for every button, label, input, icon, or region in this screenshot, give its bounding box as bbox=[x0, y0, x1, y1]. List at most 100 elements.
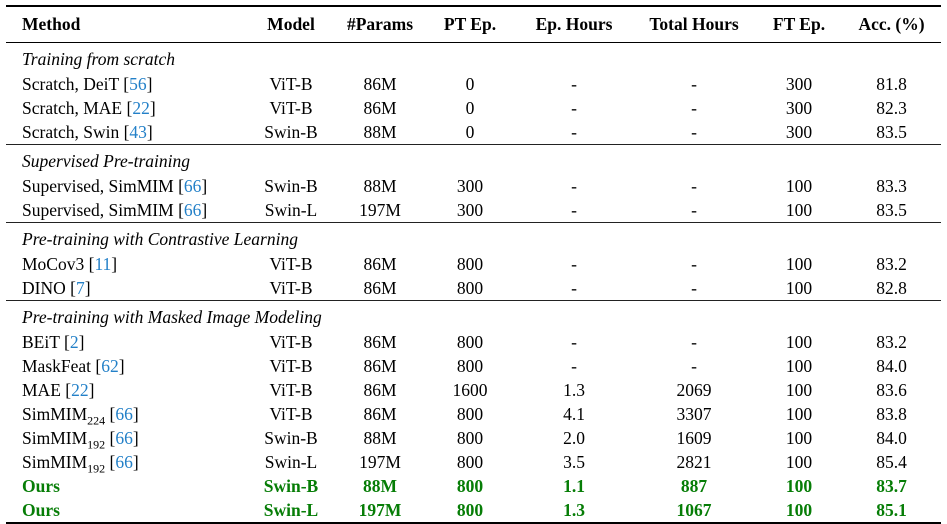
params-cell: 86M bbox=[363, 73, 397, 94]
citation-bracket-close: ] bbox=[132, 403, 139, 424]
ft-ep-cell: 100 bbox=[785, 175, 813, 196]
section-header-row: Pre-training with Contrastive Learning bbox=[6, 222, 941, 252]
acc-cell: 85.1 bbox=[876, 499, 907, 520]
citation-bracket-open: [ bbox=[123, 121, 130, 142]
citation-link[interactable]: [66] bbox=[178, 176, 207, 196]
citation-bracket-close: ] bbox=[132, 427, 139, 448]
column-header-ft_ep: FT Ep. bbox=[756, 6, 842, 43]
citation-number[interactable]: 66 bbox=[183, 199, 202, 220]
acc-cell: 81.8 bbox=[876, 73, 907, 94]
citation-link[interactable]: [66] bbox=[110, 452, 139, 472]
method-name: Ours bbox=[22, 475, 60, 496]
table-row: MAE [22] ViT-B 86M 1600 1.3 2069 100 83.6 bbox=[6, 378, 941, 402]
citation-link[interactable]: [22] bbox=[65, 380, 94, 400]
ep-hours-cell: - bbox=[571, 277, 577, 298]
model-cell: Swin-B bbox=[263, 475, 319, 496]
method-cell: Ours bbox=[6, 498, 246, 523]
table-row: Scratch, DeiT [56] ViT-B 86M 0 - - 300 81.8 bbox=[6, 72, 941, 96]
section-header-row: Training from scratch bbox=[6, 43, 941, 73]
ft-ep-cell: 100 bbox=[785, 451, 813, 472]
citation-link[interactable]: [43] bbox=[124, 122, 153, 142]
method-name: MoCov3 bbox=[22, 253, 85, 274]
column-header-total_hours: Total Hours bbox=[632, 6, 756, 43]
model-cell: ViT-B bbox=[269, 277, 313, 298]
acc-cell: 82.8 bbox=[876, 277, 907, 298]
ep-hours-cell: 1.3 bbox=[563, 379, 585, 400]
citation-number[interactable]: 11 bbox=[94, 253, 112, 274]
table-row: Ours Swin-L 197M 800 1.3 1067 100 85.1 bbox=[6, 498, 941, 523]
table-header: Method Model #Params PT Ep. Ep. Hours Total H… bbox=[6, 6, 941, 43]
method-subscript: 192 bbox=[87, 437, 106, 451]
pt-ep-cell: 1600 bbox=[452, 379, 488, 400]
method-cell: BEiT [2] bbox=[6, 330, 246, 354]
total-hours-cell: - bbox=[691, 175, 697, 196]
table-row: MaskFeat [62] ViT-B 86M 800 - - 100 84.0 bbox=[6, 354, 941, 378]
citation-link[interactable]: [66] bbox=[178, 200, 207, 220]
model-cell: Swin-L bbox=[263, 499, 319, 520]
citation-bracket-close: ] bbox=[88, 379, 95, 400]
section-title: Pre-training with Contrastive Learning bbox=[6, 222, 941, 252]
params-cell: 86M bbox=[363, 277, 397, 298]
total-hours-cell: 887 bbox=[680, 475, 708, 496]
citation-bracket-open: [ bbox=[178, 199, 184, 220]
total-hours-cell: - bbox=[691, 331, 697, 352]
model-cell: Swin-L bbox=[264, 199, 318, 220]
params-cell: 88M bbox=[363, 427, 397, 448]
method-name: Scratch, DeiT bbox=[22, 73, 119, 94]
citation-number[interactable]: 66 bbox=[115, 403, 133, 424]
citation-link[interactable]: [2] bbox=[64, 332, 84, 352]
method-name: Supervised, SimMIM bbox=[22, 199, 174, 220]
citation-link[interactable]: [66] bbox=[110, 428, 139, 448]
pt-ep-cell: 0 bbox=[465, 73, 475, 94]
citation-number[interactable]: 2 bbox=[69, 331, 79, 352]
params-cell: 88M bbox=[363, 175, 397, 196]
acc-cell: 83.3 bbox=[876, 175, 907, 196]
citation-link[interactable]: [11] bbox=[89, 254, 118, 274]
table-row: MoCov3 [11] ViT-B 86M 800 - - 100 83.2 bbox=[6, 252, 941, 276]
citation-number[interactable]: 56 bbox=[129, 73, 147, 94]
citation-number[interactable]: 62 bbox=[101, 355, 119, 376]
column-header-ep_hours: Ep. Hours bbox=[516, 6, 632, 43]
citation-link[interactable]: [66] bbox=[110, 404, 139, 424]
acc-cell: 83.6 bbox=[876, 379, 907, 400]
method-name: SimMIM bbox=[22, 403, 88, 424]
citation-link[interactable]: [7] bbox=[70, 278, 90, 298]
method-cell: MAE [22] bbox=[6, 378, 246, 402]
citation-number[interactable]: 22 bbox=[71, 379, 89, 400]
pt-ep-cell: 300 bbox=[456, 175, 484, 196]
citation-number[interactable]: 43 bbox=[129, 121, 147, 142]
citation-bracket-close: ] bbox=[146, 121, 153, 142]
ep-hours-cell: - bbox=[571, 73, 577, 94]
method-name: Scratch, MAE bbox=[22, 97, 123, 118]
method-name: SimMIM bbox=[22, 427, 88, 448]
section-title: Training from scratch bbox=[22, 49, 175, 69]
ep-hours-cell: - bbox=[571, 97, 577, 118]
table-row: Ours Swin-B 88M 800 1.1 887 100 83.7 bbox=[6, 474, 941, 498]
table-row: SimMIM224 [66] ViT-B 86M 800 4.1 3307 100 83.8 bbox=[6, 402, 941, 427]
ep-hours-cell: - bbox=[571, 175, 577, 196]
section-header-row: Pre-training with Masked Image Modeling bbox=[6, 300, 941, 330]
citation-bracket-open: [ bbox=[109, 451, 116, 472]
total-hours-cell: - bbox=[691, 97, 697, 118]
citation-number[interactable]: 66 bbox=[115, 427, 133, 448]
table-row: SimMIM192 [66] Swin-L 197M 800 3.5 2821 100 85.… bbox=[6, 450, 941, 475]
citation-number[interactable]: 66 bbox=[183, 175, 202, 196]
method-name: MaskFeat bbox=[22, 355, 92, 376]
section-title: Supervised Pre-training bbox=[6, 144, 941, 174]
model-cell: ViT-B bbox=[269, 253, 313, 274]
citation-number[interactable]: 7 bbox=[75, 277, 85, 298]
method-cell: Supervised, SimMIM [66] bbox=[6, 174, 246, 198]
section-title: Pre-training with Masked Image Modeling bbox=[6, 300, 941, 330]
ep-hours-cell: - bbox=[571, 199, 577, 220]
ft-ep-cell: 100 bbox=[785, 379, 813, 400]
citation-number[interactable]: 22 bbox=[132, 97, 150, 118]
pt-ep-cell: 0 bbox=[465, 121, 475, 142]
ep-hours-cell: 2.0 bbox=[563, 427, 585, 448]
citation-bracket-open: [ bbox=[70, 277, 76, 298]
model-cell: Swin-B bbox=[264, 427, 318, 448]
citation-number[interactable]: 66 bbox=[115, 451, 133, 472]
citation-link[interactable]: [22] bbox=[127, 98, 156, 118]
citation-link[interactable]: [56] bbox=[123, 74, 152, 94]
citation-link[interactable]: [62] bbox=[95, 356, 124, 376]
table-row: BEiT [2] ViT-B 86M 800 - - 100 83.2 bbox=[6, 330, 941, 354]
